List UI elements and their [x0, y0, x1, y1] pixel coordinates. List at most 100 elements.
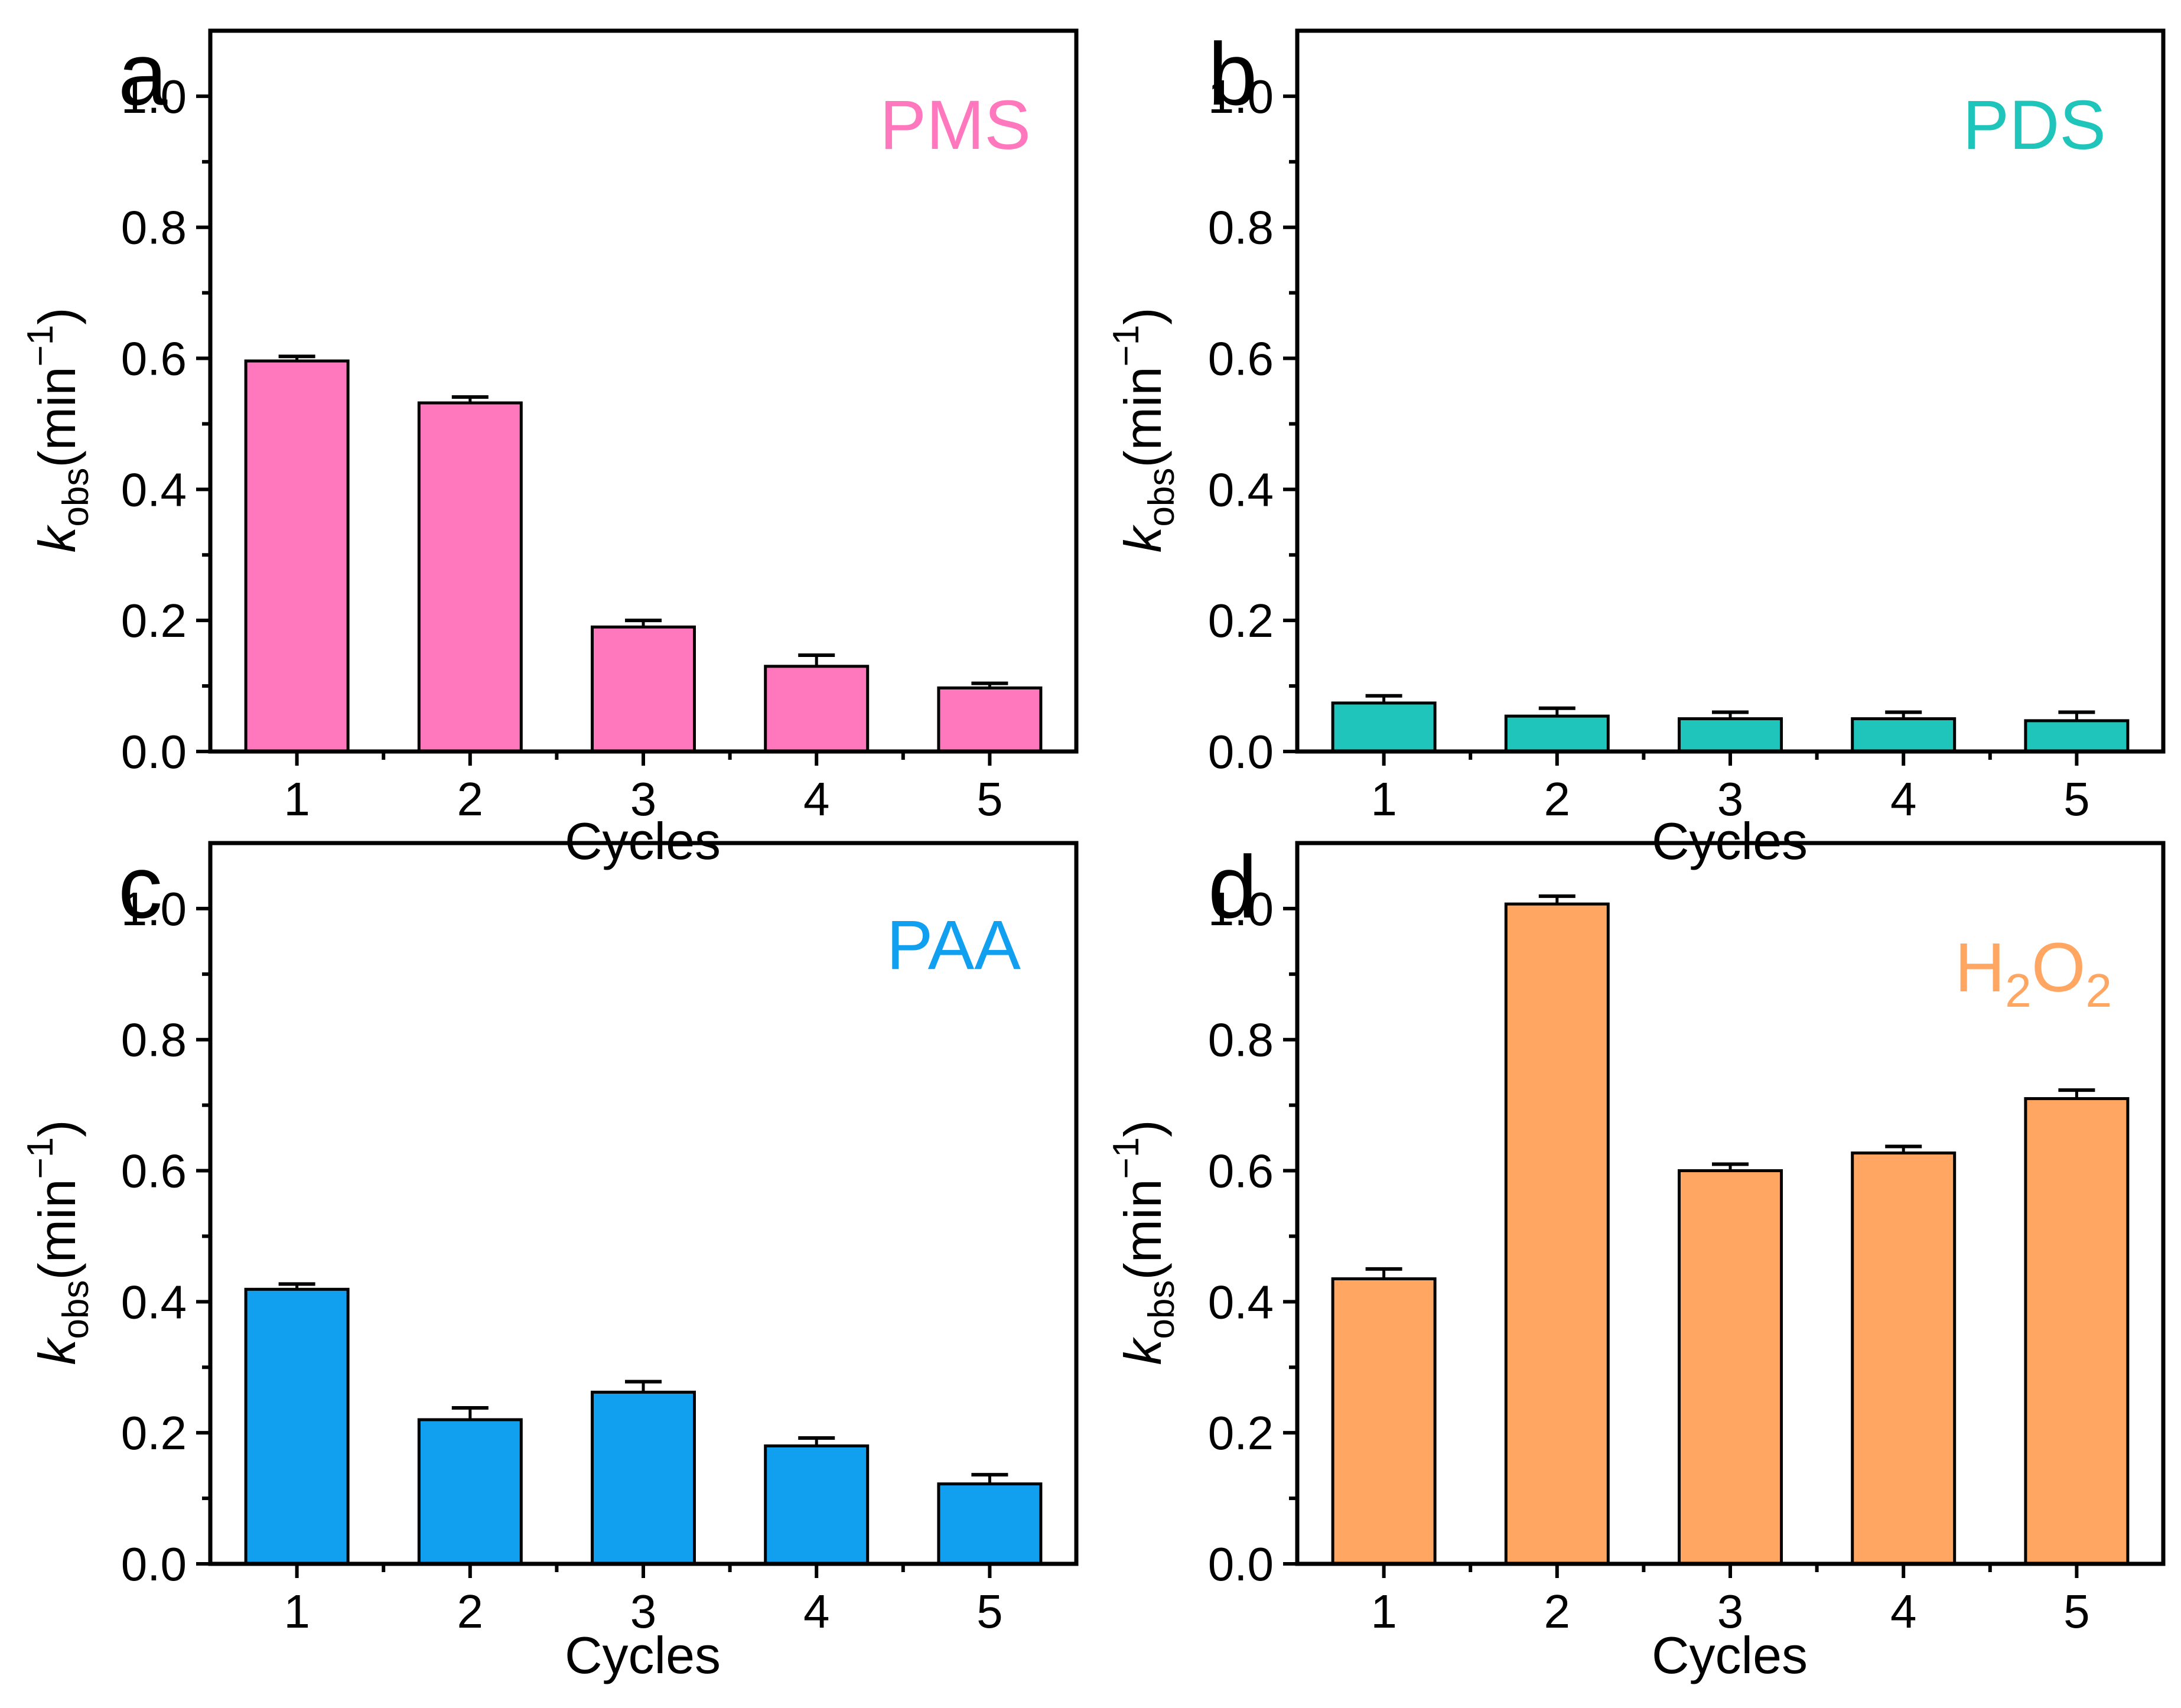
panel-b: b kobs(min−1) 0.0 0.2 0.4 0.6 0.8 1.0 1 …	[1106, 24, 2166, 870]
bar	[1851, 717, 1957, 753]
y-axis-title-b: kobs(min−1)	[1106, 307, 1182, 552]
y-tick-label: 0.0	[121, 1538, 187, 1590]
y-tick-label: 0.2	[1208, 1407, 1274, 1459]
y-tick-label: 0.6	[121, 333, 187, 385]
bar	[2024, 719, 2130, 753]
y-axis-unit-close: )	[1114, 307, 1172, 324]
y-tick-label: 0.4	[1208, 463, 1274, 516]
x-tick-label: 5	[2063, 1585, 2090, 1638]
y-axis-subscript: obs	[1141, 1280, 1182, 1339]
y-tick-labels-a: 0.0 0.2 0.4 0.6 0.8 1.0	[121, 70, 187, 778]
bar	[937, 686, 1043, 753]
bars-c	[196, 841, 1079, 1578]
y-axis-unit-open: (min	[28, 366, 86, 467]
bars-d	[1283, 841, 2166, 1578]
y-axis-unit-exponent: −1	[1106, 325, 1147, 367]
bar	[1678, 1169, 1783, 1566]
x-tick-labels-c: 1 2 3 4 5	[284, 1585, 1002, 1638]
panel-letter-d: d	[1208, 837, 1257, 936]
y-axis-symbol: k	[28, 525, 86, 553]
bars-b	[1283, 28, 2166, 766]
y-axis-symbol: k	[28, 1337, 86, 1365]
y-axis-unit-close: )	[1114, 1120, 1172, 1137]
y-tick-label: 0.0	[1208, 726, 1274, 778]
y-tick-label: 0.8	[1208, 201, 1274, 254]
x-tick-label: 3	[630, 773, 657, 825]
panel-a: a kobs(min−1) 0.0 0.2 0.4 0.6 0.8 1.0 1 …	[20, 24, 1079, 870]
x-tick-label: 3	[1717, 1585, 1744, 1638]
bar	[417, 1418, 523, 1566]
bars-a	[196, 28, 1079, 766]
bar	[1504, 714, 1610, 753]
formula-subscript-2: 2	[2086, 964, 2112, 1017]
svg-text:kobs(min−1): kobs(min−1)	[20, 307, 96, 552]
x-tick-label: 1	[284, 773, 310, 825]
bar	[1331, 701, 1437, 753]
y-axis-unit-exponent: −1	[20, 1137, 61, 1179]
formula-h: H	[1955, 929, 2005, 1007]
y-axis-subscript: obs	[56, 1280, 96, 1339]
x-tick-labels-d: 1 2 3 4 5	[1371, 1585, 2089, 1638]
y-axis-subscript: obs	[56, 468, 96, 527]
x-tick-label: 1	[1371, 773, 1397, 825]
y-axis-symbol: k	[1114, 525, 1172, 553]
x-tick-label: 2	[457, 773, 484, 825]
bar	[1851, 1151, 1957, 1566]
panel-letter-a: a	[118, 24, 168, 123]
svg-text:kobs(min−1): kobs(min−1)	[20, 1120, 96, 1365]
x-tick-label: 2	[1544, 1585, 1571, 1638]
formula-o: O	[2032, 929, 2086, 1007]
x-tick-label: 2	[457, 1585, 484, 1638]
y-tick-label: 0.6	[1208, 333, 1274, 385]
y-tick-label: 1.0	[121, 70, 187, 123]
x-tick-label: 3	[1717, 773, 1744, 825]
y-axis-unit-close: )	[28, 1120, 86, 1137]
bar	[1504, 902, 1610, 1566]
y-tick-label: 0.4	[1208, 1276, 1274, 1328]
x-tick-label: 5	[976, 773, 1003, 825]
svg-text:kobs(min−1): kobs(min−1)	[1106, 307, 1182, 552]
y-tick-labels-c: 0.0 0.2 0.4 0.6 0.8 1.0	[121, 883, 187, 1590]
x-tick-label: 4	[1890, 1585, 1917, 1638]
oxidant-label-h2o2: H2O2	[1955, 929, 2112, 1017]
bar	[591, 1390, 696, 1566]
y-tick-label: 0.0	[121, 726, 187, 778]
bar	[591, 625, 696, 753]
x-tick-labels-b: 1 2 3 4 5	[1371, 773, 2089, 825]
panel-letter-b: b	[1208, 24, 1257, 123]
y-axis-unit-exponent: −1	[1106, 1137, 1147, 1179]
y-tick-label: 0.6	[1208, 1145, 1274, 1198]
x-tick-label: 3	[630, 1585, 657, 1638]
x-axis-title-d: Cycles	[1652, 1626, 1808, 1684]
y-axis-unit-open: (min	[1114, 366, 1172, 467]
y-axis-title-a: kobs(min−1)	[20, 307, 96, 552]
y-tick-label: 0.4	[121, 463, 187, 516]
x-tick-label: 1	[284, 1585, 310, 1638]
panel-letter-c: c	[118, 837, 162, 936]
y-axis-unit-exponent: −1	[20, 325, 61, 367]
y-axis-subscript: obs	[1141, 468, 1182, 527]
y-tick-label: 0.2	[121, 594, 187, 647]
x-tick-label: 2	[1544, 773, 1571, 825]
y-tick-label: 1.0	[1208, 70, 1274, 123]
x-tick-label: 5	[2063, 773, 2090, 825]
bar	[764, 1444, 870, 1566]
x-tick-label: 4	[803, 773, 830, 825]
y-tick-label: 0.2	[1208, 594, 1274, 647]
bar	[244, 359, 350, 753]
y-axis-unit-open: (min	[28, 1179, 86, 1280]
y-tick-label: 0.6	[121, 1145, 187, 1198]
y-tick-labels-d: 0.0 0.2 0.4 0.6 0.8 1.0	[1208, 883, 1274, 1590]
y-axis-symbol: k	[1114, 1337, 1172, 1365]
x-tick-labels-a: 1 2 3 4 5	[284, 773, 1002, 825]
bar	[2024, 1097, 2130, 1566]
bar	[1678, 717, 1783, 753]
y-tick-label: 0.8	[121, 1014, 187, 1066]
bar	[417, 401, 523, 753]
y-axis-title-d: kobs(min−1)	[1106, 1120, 1182, 1365]
x-tick-label: 1	[1371, 1585, 1397, 1638]
x-tick-label: 4	[803, 1585, 830, 1638]
x-axis-title-c: Cycles	[565, 1626, 721, 1684]
bar	[764, 665, 870, 753]
